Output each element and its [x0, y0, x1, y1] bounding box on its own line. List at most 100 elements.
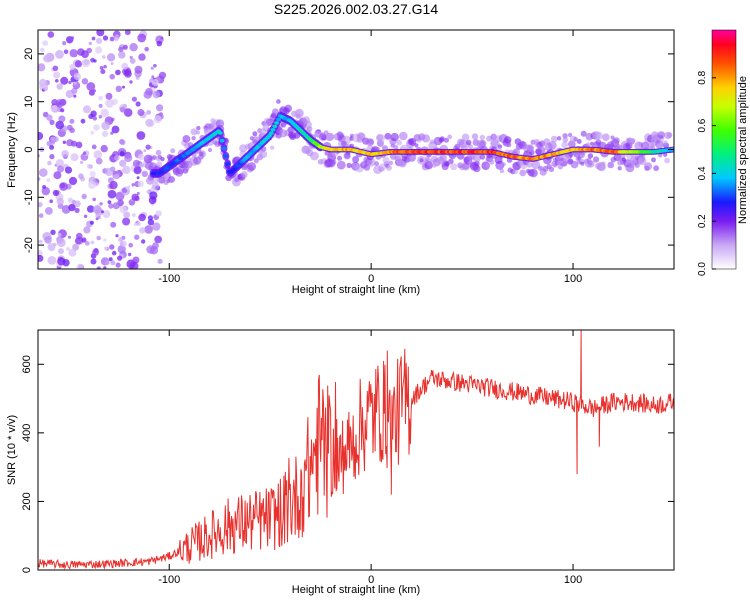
noise-cell: [156, 104, 164, 112]
noise-cell: [105, 92, 113, 100]
ridge-halo: [651, 157, 656, 163]
noise-cell: [74, 200, 81, 208]
bottom-ytick-label: 200: [21, 492, 33, 510]
ridge-halo: [485, 163, 491, 168]
noise-cell: [104, 260, 110, 266]
noise-cell: [114, 173, 120, 179]
ridge-halo: [366, 138, 375, 147]
noise-cell: [109, 36, 115, 42]
noise-cell: [42, 40, 49, 46]
noise-cell: [53, 71, 61, 79]
ridge-halo: [526, 144, 535, 153]
ridge-halo: [637, 156, 647, 166]
noise-cell: [76, 263, 84, 269]
noise-cell: [119, 159, 127, 167]
ridge-halo: [155, 155, 162, 162]
ridge-halo: [337, 155, 342, 161]
noise-cell: [91, 144, 97, 150]
ridge-halo: [170, 148, 176, 154]
noise-cell: [107, 189, 117, 199]
noise-cell: [147, 219, 155, 226]
noise-cell: [107, 200, 112, 205]
ridge-halo: [283, 107, 290, 115]
noise-cell: [141, 170, 148, 178]
noise-cell: [107, 53, 116, 62]
ridge-halo: [570, 160, 579, 169]
noise-cell: [145, 118, 154, 127]
noise-cell: [133, 166, 142, 175]
noise-cell: [96, 266, 101, 269]
noise-cell: [149, 246, 159, 255]
ridge-halo: [531, 160, 541, 170]
noise-cell: [61, 150, 69, 158]
ridge-halo: [616, 145, 621, 150]
noise-cell: [73, 72, 82, 81]
noise-cell: [118, 237, 123, 243]
bottom-xtick-label: -100: [158, 574, 180, 586]
ridge-halo: [443, 137, 449, 143]
ridge-halo: [526, 161, 533, 168]
noise-cell: [146, 110, 152, 115]
noise-cell: [63, 49, 69, 55]
ridge-halo: [610, 135, 615, 140]
noise-cell: [112, 202, 120, 210]
noise-cell: [80, 118, 86, 124]
noise-cell: [92, 205, 102, 214]
noise-cell: [68, 80, 72, 85]
ridge-halo: [550, 135, 558, 143]
ridge-halo: [561, 161, 568, 167]
noise-cell: [136, 221, 141, 226]
ridge-halo: [519, 169, 527, 177]
noise-cell: [103, 64, 107, 69]
top-xlabel: Height of straight line (km): [292, 284, 420, 296]
snr-panel: -100 0 100 0 200 400 600: [21, 329, 675, 586]
bottom-xlabel: Height of straight line (km): [292, 584, 420, 596]
top-ytick-label: 0: [23, 146, 35, 152]
top-ytick-label: -10: [23, 189, 35, 205]
noise-cell: [100, 69, 106, 75]
noise-cell: [98, 115, 103, 119]
noise-cell: [144, 46, 149, 52]
ridge-halo: [366, 157, 376, 167]
ridge-halo: [662, 140, 668, 146]
noise-cell: [133, 222, 138, 227]
ridge-halo: [468, 144, 474, 150]
ridge-halo: [562, 133, 568, 139]
ridge-halo: [409, 156, 415, 162]
ridge-halo: [378, 163, 387, 172]
ridge-halo: [152, 177, 159, 184]
top-ytick-label: 10: [23, 96, 35, 108]
noise-cell: [101, 210, 104, 214]
noise-cell: [153, 63, 157, 68]
noise-cell: [131, 96, 137, 102]
noise-cell: [68, 235, 71, 239]
noise-cell: [86, 82, 96, 91]
noise-cell: [103, 238, 107, 242]
noise-cell: [49, 144, 55, 150]
ridge-core: [219, 138, 225, 143]
ridge-halo: [450, 163, 458, 171]
noise-cell: [92, 248, 99, 256]
ridge-core: [274, 121, 280, 125]
noise-cell: [38, 239, 43, 244]
noise-cell: [122, 44, 128, 50]
noise-cell: [81, 50, 89, 59]
noise-cell: [70, 153, 79, 162]
ridge-halo: [567, 132, 573, 138]
ridge-halo: [587, 153, 594, 159]
noise-cell: [109, 181, 118, 190]
noise-cell: [146, 190, 150, 194]
noise-cell: [58, 248, 64, 255]
noise-cell: [115, 234, 119, 238]
noise-cell: [88, 180, 97, 189]
noise-cell: [155, 149, 162, 156]
noise-cell: [111, 250, 117, 256]
noise-cell: [137, 153, 145, 161]
noise-cell: [143, 90, 152, 99]
noise-cell: [105, 99, 114, 108]
noise-cell: [129, 55, 133, 60]
noise-cell: [60, 108, 65, 113]
noise-cell: [72, 243, 79, 251]
top-ytick-label: -20: [23, 237, 35, 253]
ridge-halo: [439, 136, 445, 142]
